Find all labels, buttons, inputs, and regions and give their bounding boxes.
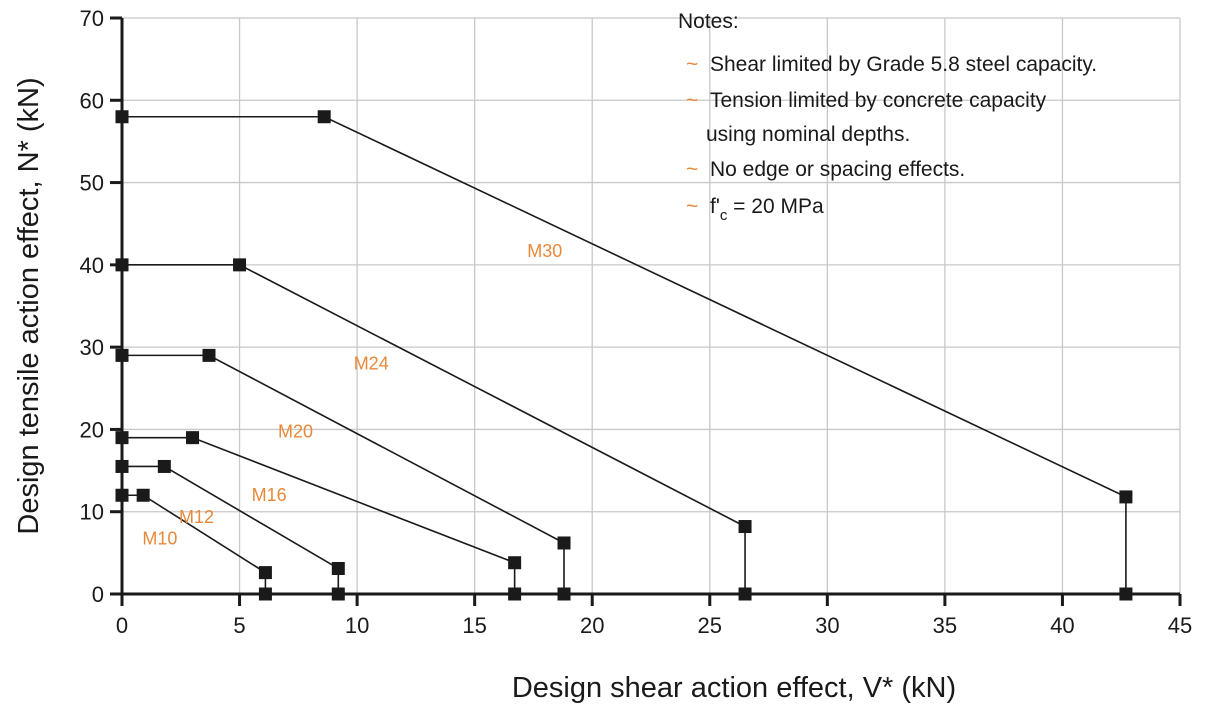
series-label-m20: M20: [278, 422, 313, 442]
notes-title: Notes:: [678, 10, 739, 33]
data-point-m16: [186, 431, 200, 445]
series-lines: [122, 115, 1127, 594]
data-point-m30: [317, 110, 331, 124]
notes-fc-line: f'c = 20 MPa: [710, 195, 824, 224]
series-markers: [115, 110, 1133, 601]
notes-bullet: ~: [686, 158, 698, 181]
notes-fc-value: = 20 MPa: [727, 195, 824, 218]
data-point-m20: [557, 536, 571, 550]
notes-fc-symbol: f': [710, 195, 720, 218]
data-point-m10: [115, 488, 129, 502]
series-label-m30: M30: [527, 241, 562, 261]
data-point-m10: [136, 488, 150, 502]
x-tick-label: 25: [698, 613, 722, 638]
notes-item: Shear limited by Grade 5.8 steel capacit…: [710, 53, 1097, 76]
data-point-m12: [331, 587, 345, 601]
data-point-m20: [202, 348, 216, 362]
notes-item: No edge or spacing effects.: [710, 158, 965, 181]
notes-bullet: ~: [686, 195, 698, 218]
y-tick-label: 50: [80, 171, 104, 196]
data-point-m30: [1119, 490, 1133, 504]
data-point-m24: [115, 258, 129, 272]
x-tick-label: 45: [1168, 613, 1192, 638]
x-tick-label: 5: [233, 613, 245, 638]
notes-item-continuation: using nominal depths.: [706, 123, 910, 146]
data-point-m20: [557, 587, 571, 601]
notes-bullet: ~: [686, 89, 698, 112]
data-point-m24: [738, 587, 752, 601]
data-point-m20: [115, 348, 129, 362]
x-axis-title: Design shear action effect, V* (kN): [512, 672, 956, 704]
notes-bullet: ~: [686, 53, 698, 76]
data-point-m24: [233, 258, 247, 272]
data-point-m16: [508, 587, 522, 601]
ticks: 0 5 10 15 20 25 30 35 40 45 0 10 20 30 40 50 60 70: [80, 6, 1193, 638]
y-tick-label: 70: [80, 6, 104, 31]
x-tick-label: 20: [580, 613, 604, 638]
y-axis-title: Design tensile action effect, N* (kN): [13, 77, 45, 534]
data-point-m16: [508, 556, 522, 570]
grid: [122, 17, 1181, 594]
data-point-m10: [258, 587, 272, 601]
series-label-m16: M16: [252, 485, 287, 505]
x-tick-label: 30: [815, 613, 839, 638]
y-tick-label: 0: [92, 582, 104, 607]
y-tick-label: 20: [80, 417, 104, 442]
data-point-m10: [258, 566, 272, 580]
y-tick-label: 40: [80, 253, 104, 278]
data-point-m12: [157, 459, 171, 473]
x-tick-label: 15: [462, 613, 486, 638]
series-label-m12: M12: [179, 507, 214, 527]
data-point-m12: [115, 459, 129, 473]
notes-box: Notes: ~ Shear limited by Grade 5.8 stee…: [678, 10, 1097, 224]
x-tick-label: 35: [933, 613, 957, 638]
notes-fc-subscript: c: [720, 207, 728, 224]
series-line-m12: [122, 465, 340, 594]
x-tick-label: 10: [345, 613, 369, 638]
series-line-m16: [122, 436, 516, 594]
data-point-m24: [738, 520, 752, 534]
series-label-m10: M10: [142, 528, 177, 548]
x-tick-label: 40: [1050, 613, 1074, 638]
y-tick-label: 10: [80, 500, 104, 525]
y-tick-label: 60: [80, 88, 104, 113]
notes-item: Tension limited by concrete capacity: [710, 89, 1047, 112]
series-line-m20: [122, 354, 565, 594]
data-point-m30: [1119, 587, 1133, 601]
data-point-m16: [115, 431, 129, 445]
series-label-m24: M24: [354, 353, 389, 373]
data-point-m12: [331, 561, 345, 575]
series-line-m30: [122, 115, 1127, 594]
series-line-m24: [122, 264, 746, 594]
y-tick-label: 30: [80, 335, 104, 360]
x-tick-label: 0: [116, 613, 128, 638]
data-point-m30: [115, 110, 129, 124]
series-line-m10: [122, 494, 267, 594]
